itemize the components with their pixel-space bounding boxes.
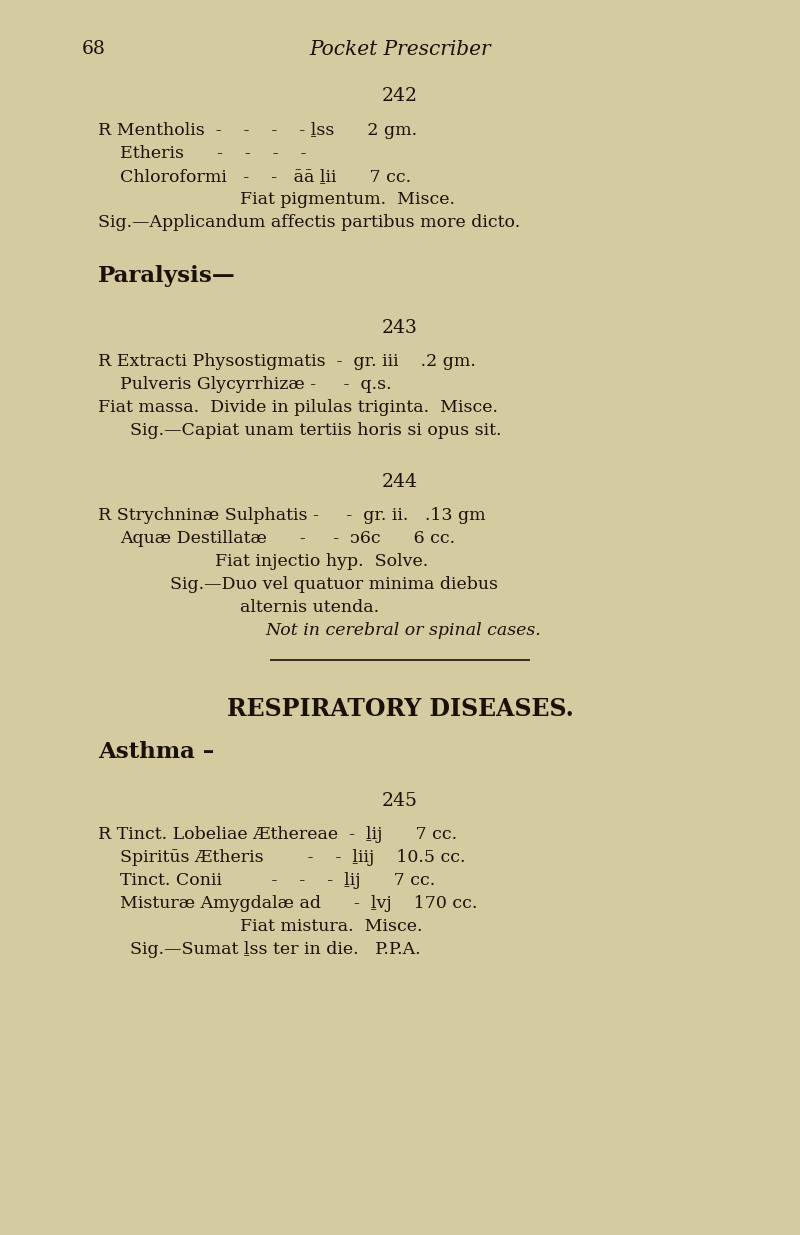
Text: 244: 244 bbox=[382, 473, 418, 492]
Text: R Extracti Physostigmatis  -  gr. iii    .2 gm.: R Extracti Physostigmatis - gr. iii .2 g… bbox=[98, 353, 476, 370]
Text: alternis utenda.: alternis utenda. bbox=[240, 599, 379, 616]
Text: RESPIRATORY DISEASES.: RESPIRATORY DISEASES. bbox=[226, 697, 574, 721]
Text: Spiritūs Ætheris        -    -  ḻiij    10.5 cc.: Spiritūs Ætheris - - ḻiij 10.5 cc. bbox=[120, 848, 466, 866]
Text: Fiat mistura.  Misce.: Fiat mistura. Misce. bbox=[240, 918, 422, 935]
Text: Not in cerebral or spinal cases.: Not in cerebral or spinal cases. bbox=[265, 622, 541, 638]
Text: Pocket Prescriber: Pocket Prescriber bbox=[309, 40, 491, 59]
Text: 243: 243 bbox=[382, 319, 418, 337]
Text: Misturæ Amygdalæ ad      -  ḻvj    170 cc.: Misturæ Amygdalæ ad - ḻvj 170 cc. bbox=[120, 895, 478, 911]
Text: Tinct. Conii         -    -    -  ḻij      7 cc.: Tinct. Conii - - - ḻij 7 cc. bbox=[120, 872, 435, 889]
Text: R Mentholis  -    -    -    - ḻss      2 gm.: R Mentholis - - - - ḻss 2 gm. bbox=[98, 122, 417, 140]
Text: Pulveris Glycyrrhizæ -     -  q.s.: Pulveris Glycyrrhizæ - - q.s. bbox=[120, 375, 392, 393]
Text: Fiat injectio hyp.  Solve.: Fiat injectio hyp. Solve. bbox=[215, 553, 428, 571]
Text: 242: 242 bbox=[382, 86, 418, 105]
Text: Aquæ Destillatæ      -     -  ᴐ6c      6 cc.: Aquæ Destillatæ - - ᴐ6c 6 cc. bbox=[120, 530, 455, 547]
Text: Etheris      -    -    -    -: Etheris - - - - bbox=[120, 144, 306, 162]
Text: Sig.—Applicandum affectis partibus more dicto.: Sig.—Applicandum affectis partibus more … bbox=[98, 214, 520, 231]
Text: Fiat massa.  Divide in pilulas triginta.  Misce.: Fiat massa. Divide in pilulas triginta. … bbox=[98, 399, 498, 416]
Text: Paralysis—: Paralysis— bbox=[98, 266, 236, 287]
Text: R Tinct. Lobeliae Æthereae  -  ḻij      7 cc.: R Tinct. Lobeliae Æthereae - ḻij 7 cc. bbox=[98, 826, 457, 844]
Text: Sig.—Capiat unam tertiis horis si opus sit.: Sig.—Capiat unam tertiis horis si opus s… bbox=[130, 422, 502, 438]
Text: Asthma –: Asthma – bbox=[98, 741, 214, 763]
Text: Sig.—Sumat ḻss ter in die.   P.P.A.: Sig.—Sumat ḻss ter in die. P.P.A. bbox=[130, 941, 421, 958]
Text: 245: 245 bbox=[382, 792, 418, 810]
Text: Sig.—Duo vel quatuor minima diebus: Sig.—Duo vel quatuor minima diebus bbox=[170, 576, 498, 593]
Text: 68: 68 bbox=[82, 40, 106, 58]
Text: Chloroformi   -    -   āā ḻii      7 cc.: Chloroformi - - āā ḻii 7 cc. bbox=[120, 168, 411, 185]
Text: R Strychninæ Sulphatis -     -  gr. ii.   .13 gm: R Strychninæ Sulphatis - - gr. ii. .13 g… bbox=[98, 508, 486, 524]
Text: Fiat pigmentum.  Misce.: Fiat pigmentum. Misce. bbox=[240, 191, 455, 207]
